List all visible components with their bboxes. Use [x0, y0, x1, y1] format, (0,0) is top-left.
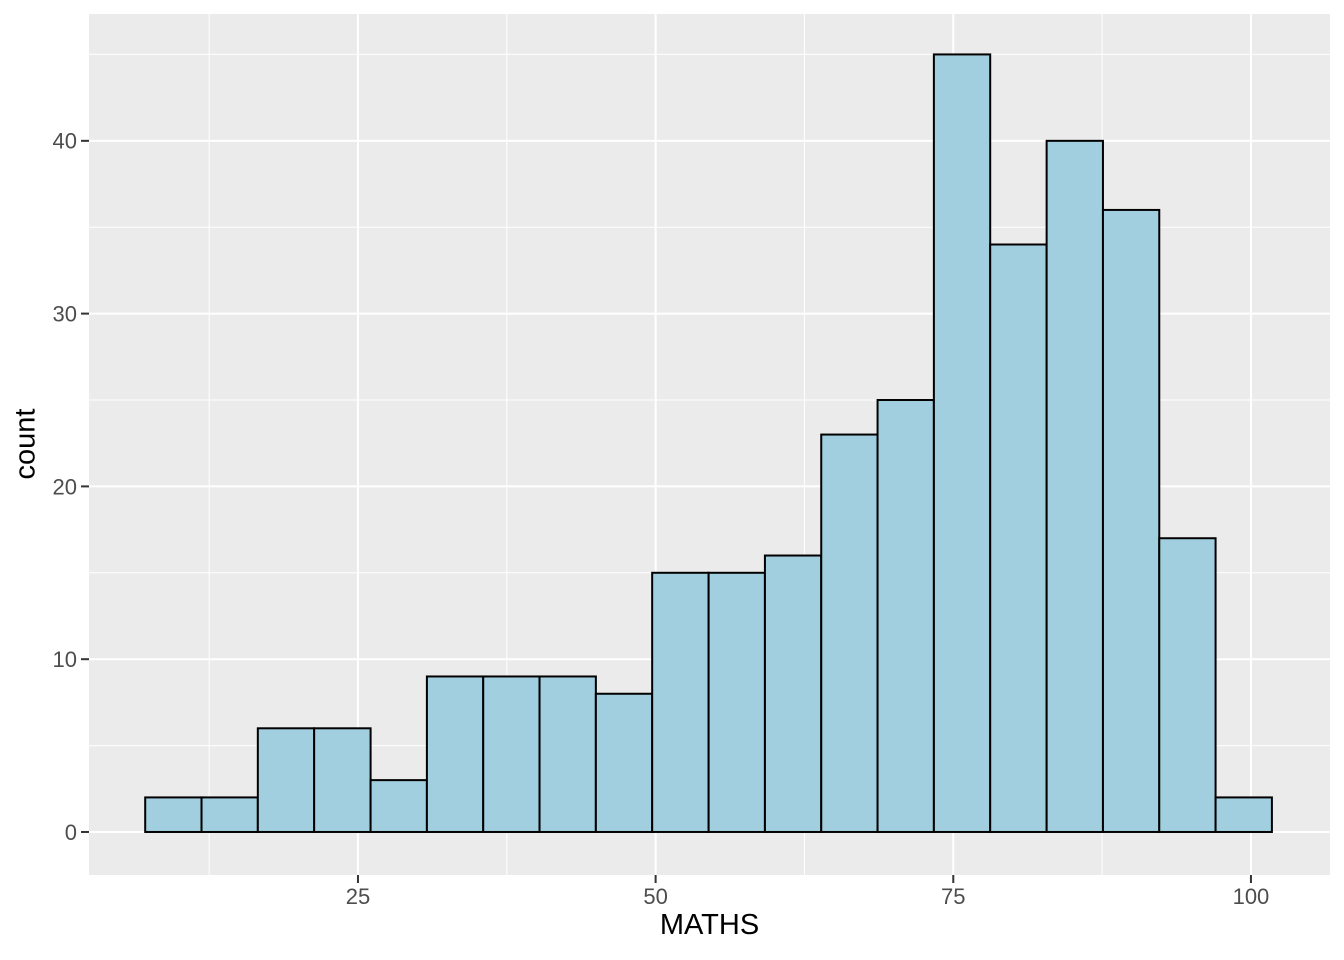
x-tick-label: 25	[346, 884, 370, 909]
histogram-bar	[369, 779, 428, 833]
y-tick-label: 40	[53, 129, 77, 154]
histogram-bar	[763, 554, 823, 833]
x-axis-title: MATHS	[659, 909, 760, 941]
histogram-bar	[820, 433, 879, 833]
histogram-bar	[313, 727, 372, 833]
x-tick-label: 100	[1233, 884, 1270, 909]
histogram-bar	[144, 796, 203, 833]
y-tick-label: 20	[53, 474, 77, 499]
histogram-bar	[651, 571, 710, 833]
y-tick-label: 30	[53, 302, 77, 327]
y-axis-title: count	[9, 408, 42, 480]
histogram-bar	[876, 399, 935, 833]
histogram-bar	[989, 243, 1048, 833]
histogram-bar	[932, 53, 992, 833]
histogram-bar	[707, 571, 766, 833]
y-tick-label: 0	[65, 820, 77, 845]
histogram-bar	[482, 675, 541, 833]
histogram-bar	[256, 727, 316, 833]
histogram-bar	[200, 796, 259, 833]
histogram-bar	[1158, 537, 1217, 833]
histogram-bar	[1214, 796, 1273, 833]
histogram-bar	[538, 675, 597, 833]
x-tick-label: 50	[643, 884, 667, 909]
histogram-bar	[1045, 139, 1104, 833]
histogram-bar	[425, 675, 485, 833]
y-tick-label: 10	[53, 647, 77, 672]
x-tick-label: 75	[941, 884, 965, 909]
histogram-bar	[1101, 208, 1161, 833]
histogram-bar	[594, 692, 654, 833]
